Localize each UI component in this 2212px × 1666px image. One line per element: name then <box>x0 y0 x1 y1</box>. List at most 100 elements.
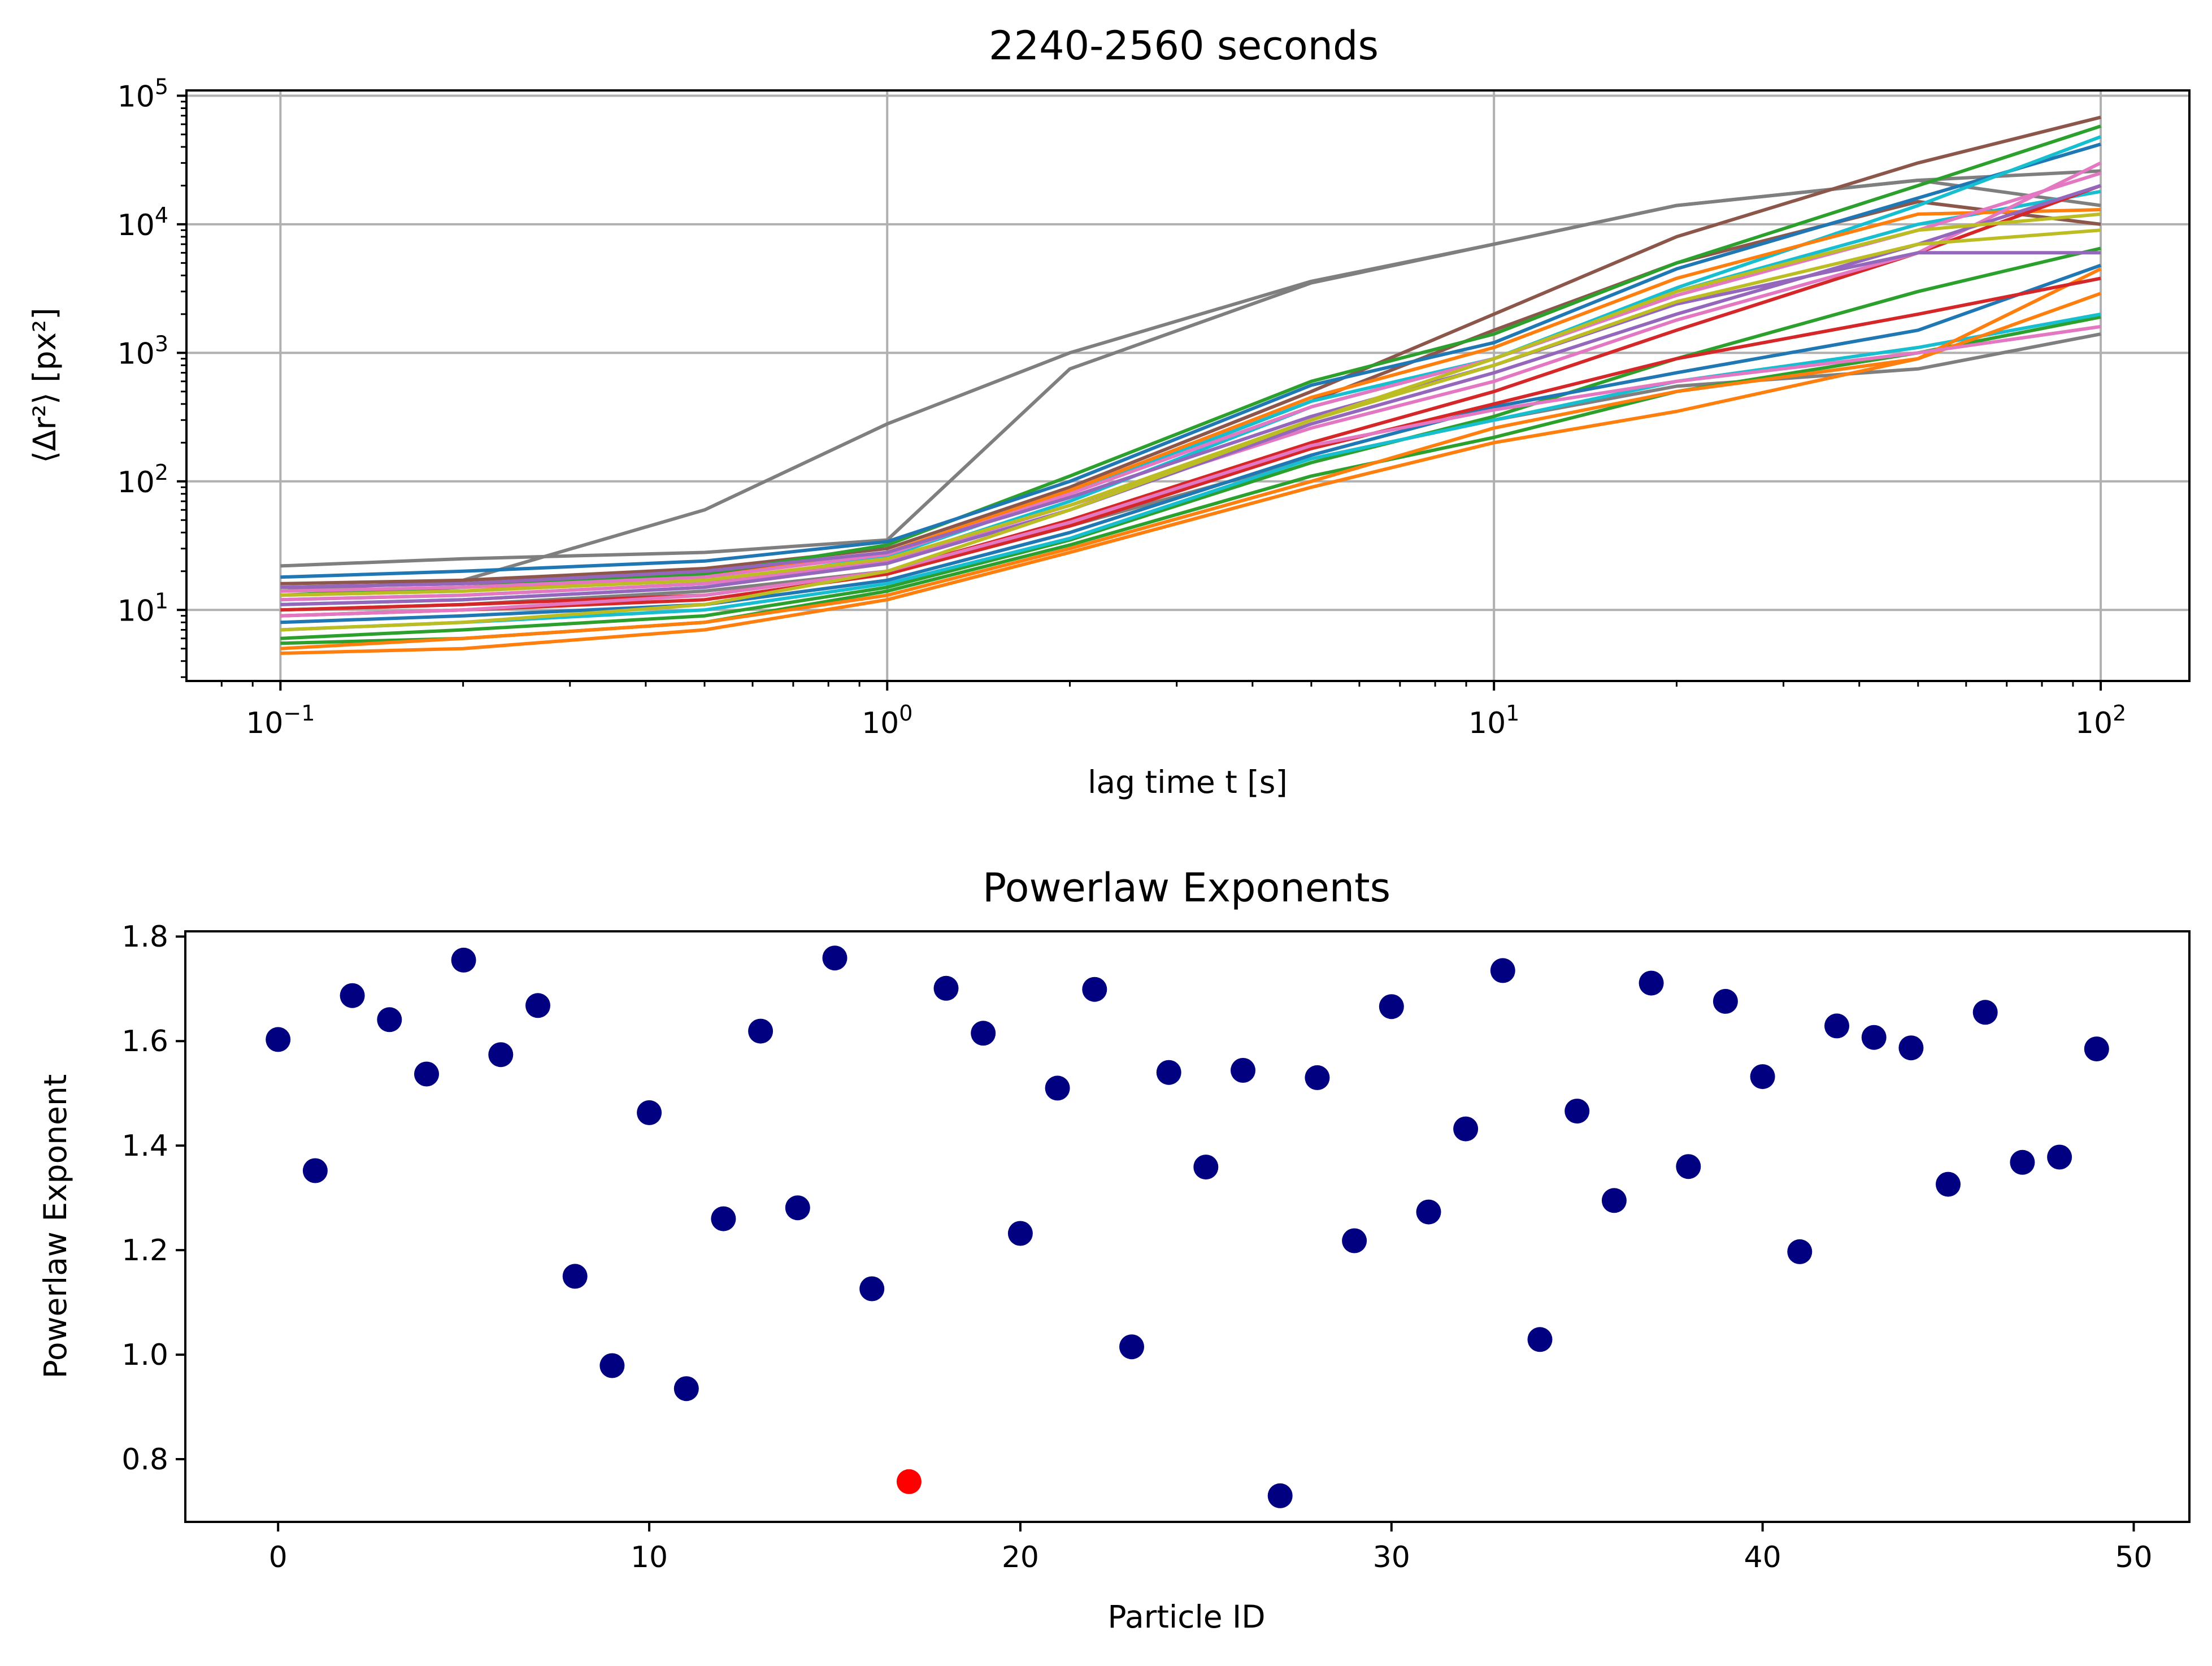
exponent-point-41 <box>1787 1239 1813 1264</box>
msd-series-line-3 <box>280 115 2101 585</box>
exponent-y-tick-label: 1.6 <box>121 1025 168 1058</box>
msd-y-tick-label: 102 <box>118 460 168 500</box>
exponent-point-28 <box>1305 1065 1330 1090</box>
exponent-point-17 <box>896 1469 922 1494</box>
exponent-point-36 <box>1601 1188 1627 1213</box>
exponent-points <box>266 945 2109 1508</box>
exponent-point-35 <box>1565 1099 1590 1124</box>
exponent-x-tick-label: 10 <box>631 1541 668 1574</box>
msd-series-line-6 <box>280 246 2101 640</box>
msd-x-tick-label: 101 <box>1468 701 1519 740</box>
msd-chart-title: 2240-2560 seconds <box>989 23 1379 69</box>
exponent-point-42 <box>1824 1013 1849 1039</box>
msd-y-tick-label: 103 <box>118 331 168 371</box>
exponent-point-43 <box>1861 1025 1887 1050</box>
exponent-chart-title: Powerlaw Exponents <box>983 865 1390 911</box>
msd-series-line-9 <box>280 263 2102 624</box>
msd-series-line-23 <box>280 212 2101 597</box>
exponent-axis-ticks: 0 10 20 30 40 50 0.8 1.0 1.2 1.4 1.6 1.8 <box>121 920 2152 1574</box>
msd-chart: 2240-2560 seconds 10−1 100 101 102 101 102 103… <box>27 23 2191 800</box>
exponent-point-0 <box>266 1027 291 1052</box>
exponent-x-tick-label: 40 <box>1744 1541 1781 1574</box>
msd-y-tick-label: 104 <box>118 203 168 242</box>
exponent-y-tick-label: 1.4 <box>121 1129 168 1163</box>
exponent-y-axis-label: Powerlaw Exponent <box>37 1074 73 1379</box>
exponent-point-34 <box>1527 1327 1553 1352</box>
exponent-point-23 <box>1119 1334 1144 1360</box>
exponent-x-tick-label: 30 <box>1373 1541 1410 1574</box>
exponent-point-22 <box>1082 977 1107 1002</box>
exponent-point-31 <box>1416 1199 1441 1225</box>
msd-series-line-14 <box>280 267 2102 650</box>
exponent-point-47 <box>2010 1149 2035 1175</box>
exponent-point-21 <box>1045 1075 1070 1101</box>
exponent-point-10 <box>637 1100 662 1125</box>
exponent-point-38 <box>1676 1154 1701 1179</box>
exponent-x-tick-label: 50 <box>2115 1541 2152 1574</box>
msd-y-tick-label: 105 <box>118 74 168 114</box>
exponent-x-tick-label: 0 <box>269 1541 288 1574</box>
msd-series-line-20 <box>280 171 2101 593</box>
exponent-point-3 <box>377 1007 402 1032</box>
exponent-plot-frame <box>184 930 2191 1523</box>
exponent-point-46 <box>1972 1000 1998 1025</box>
exponent-point-13 <box>748 1018 773 1044</box>
exponent-point-33 <box>1490 958 1515 983</box>
exponent-chart: Powerlaw Exponents 0 10 20 30 40 50 0.8 1.0 1.2 1… <box>37 865 2191 1635</box>
msd-x-tick-label: 100 <box>862 701 912 740</box>
exponent-y-tick-label: 1.0 <box>121 1338 168 1372</box>
msd-series-line-24 <box>280 228 2101 632</box>
exponent-point-40 <box>1750 1064 1775 1090</box>
exponent-point-45 <box>1936 1172 1961 1197</box>
exponent-point-18 <box>933 975 959 1001</box>
exponent-point-27 <box>1267 1483 1293 1508</box>
exponent-point-9 <box>599 1353 625 1378</box>
msd-x-tick-label: 10−1 <box>246 701 315 740</box>
exponent-point-1 <box>302 1158 328 1183</box>
exponent-point-7 <box>525 993 550 1018</box>
exponent-point-16 <box>859 1276 885 1301</box>
msd-y-axis-label: ⟨Δr²⟩ [px²] <box>27 307 63 463</box>
exponent-point-14 <box>785 1195 810 1221</box>
exponent-point-11 <box>673 1376 699 1402</box>
exponent-x-axis-label: Particle ID <box>1107 1599 1265 1635</box>
msd-series-line-16 <box>280 276 2101 618</box>
exponent-point-15 <box>822 945 848 971</box>
msd-series-line-17 <box>280 184 2102 612</box>
msd-plot-frame <box>185 89 2191 682</box>
msd-series-line-1 <box>280 179 2101 593</box>
msd-series-line-19 <box>280 324 2101 618</box>
exponent-x-tick-label: 20 <box>1002 1541 1039 1574</box>
exponent-point-6 <box>488 1042 514 1068</box>
exponent-point-19 <box>971 1021 996 1046</box>
exponent-point-4 <box>414 1061 439 1087</box>
msd-x-axis-label: lag time t [s] <box>1088 764 1288 800</box>
exponent-point-8 <box>562 1264 588 1289</box>
msd-y-tick-label: 101 <box>118 588 168 628</box>
exponent-point-30 <box>1379 994 1404 1019</box>
exponent-point-26 <box>1231 1058 1255 1083</box>
exponent-y-tick-label: 1.8 <box>121 920 168 954</box>
msd-series-line-22 <box>280 184 2102 606</box>
exponent-point-5 <box>451 947 476 973</box>
exponent-point-48 <box>2047 1144 2072 1170</box>
exponent-point-29 <box>1342 1228 1367 1253</box>
exponent-y-tick-label: 0.8 <box>121 1443 168 1477</box>
exponent-point-25 <box>1193 1155 1219 1180</box>
exponent-point-39 <box>1713 988 1738 1014</box>
msd-series-line-11 <box>280 312 2101 632</box>
msd-series-line-13 <box>280 292 2102 655</box>
exponent-point-2 <box>340 983 365 1008</box>
exponent-point-12 <box>711 1206 736 1231</box>
exponent-point-37 <box>1639 970 1664 996</box>
exponent-point-44 <box>1898 1035 1924 1061</box>
msd-x-tick-label: 102 <box>2075 701 2126 740</box>
msd-series-lines <box>280 115 2102 655</box>
exponent-point-49 <box>2084 1036 2109 1062</box>
exponent-y-tick-label: 1.2 <box>121 1234 168 1268</box>
exponent-point-24 <box>1156 1060 1181 1085</box>
msd-series-line-8 <box>280 142 2101 579</box>
exponent-point-20 <box>1007 1221 1033 1246</box>
exponent-point-32 <box>1453 1116 1479 1142</box>
